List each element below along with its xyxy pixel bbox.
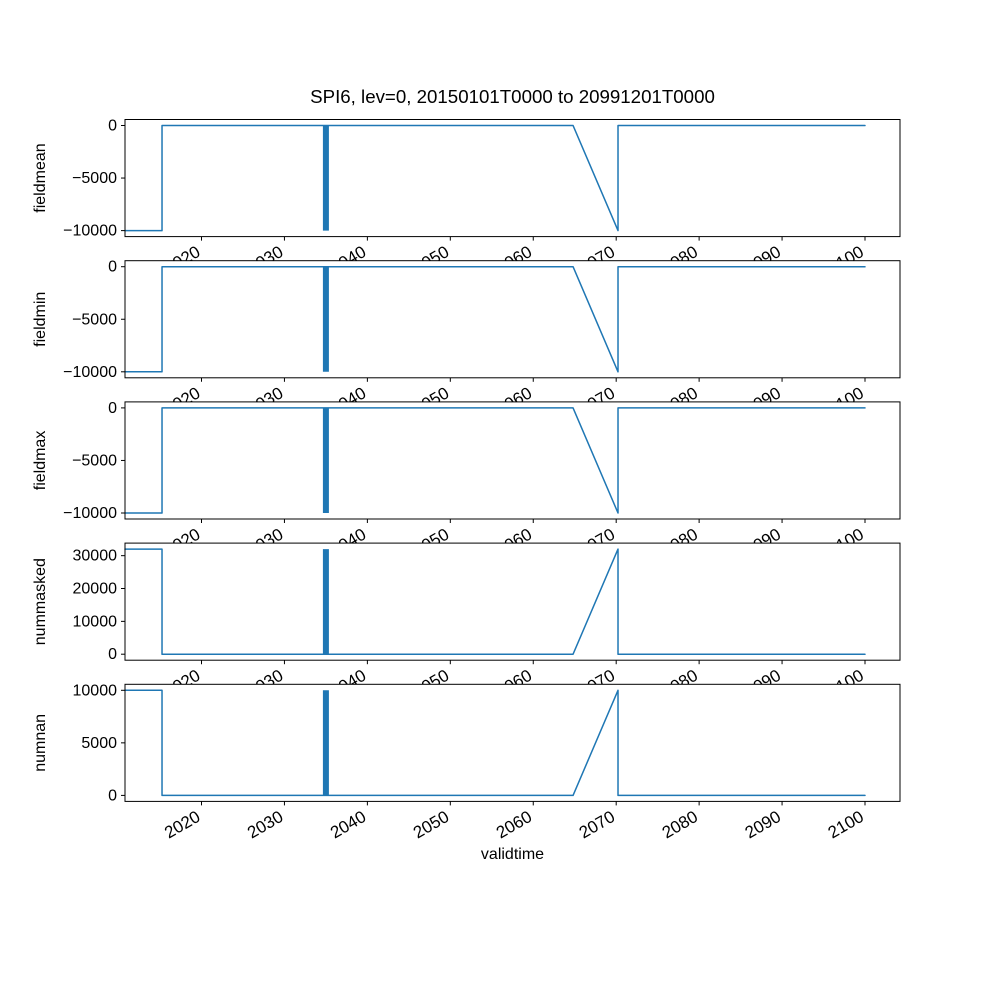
- svg-text:2090: 2090: [742, 807, 784, 842]
- svg-text:nummasked: nummasked: [32, 558, 49, 645]
- svg-text:−5000: −5000: [72, 452, 117, 469]
- svg-text:2030: 2030: [244, 807, 286, 842]
- svg-text:10000: 10000: [73, 682, 118, 699]
- svg-text:0: 0: [108, 646, 117, 663]
- svg-text:−5000: −5000: [72, 311, 117, 328]
- svg-text:0: 0: [108, 259, 117, 276]
- svg-text:2050: 2050: [410, 807, 452, 842]
- svg-text:10000: 10000: [73, 613, 118, 630]
- svg-text:0: 0: [108, 118, 117, 135]
- svg-text:fieldmax: fieldmax: [32, 431, 49, 491]
- svg-text:fieldmin: fieldmin: [32, 292, 49, 347]
- svg-text:5000: 5000: [81, 735, 117, 752]
- svg-text:0: 0: [108, 400, 117, 417]
- svg-text:2070: 2070: [576, 807, 618, 842]
- svg-text:fieldmean: fieldmean: [32, 143, 49, 212]
- svg-text:30000: 30000: [73, 548, 118, 565]
- svg-text:2080: 2080: [659, 807, 701, 842]
- svg-text:−10000: −10000: [63, 364, 117, 381]
- svg-text:validtime: validtime: [481, 846, 544, 863]
- svg-text:2040: 2040: [327, 807, 369, 842]
- svg-text:−10000: −10000: [63, 223, 117, 240]
- svg-text:2060: 2060: [493, 807, 535, 842]
- svg-text:−5000: −5000: [72, 170, 117, 187]
- svg-text:SPI6, lev=0, 20150101T0000 to: SPI6, lev=0, 20150101T0000 to 20991201T0…: [310, 86, 715, 107]
- svg-text:−10000: −10000: [63, 505, 117, 522]
- svg-text:20000: 20000: [73, 581, 118, 598]
- svg-text:0: 0: [108, 787, 117, 804]
- svg-text:2020: 2020: [161, 807, 203, 842]
- svg-text:2100: 2100: [825, 807, 867, 842]
- svg-text:numnan: numnan: [32, 714, 49, 772]
